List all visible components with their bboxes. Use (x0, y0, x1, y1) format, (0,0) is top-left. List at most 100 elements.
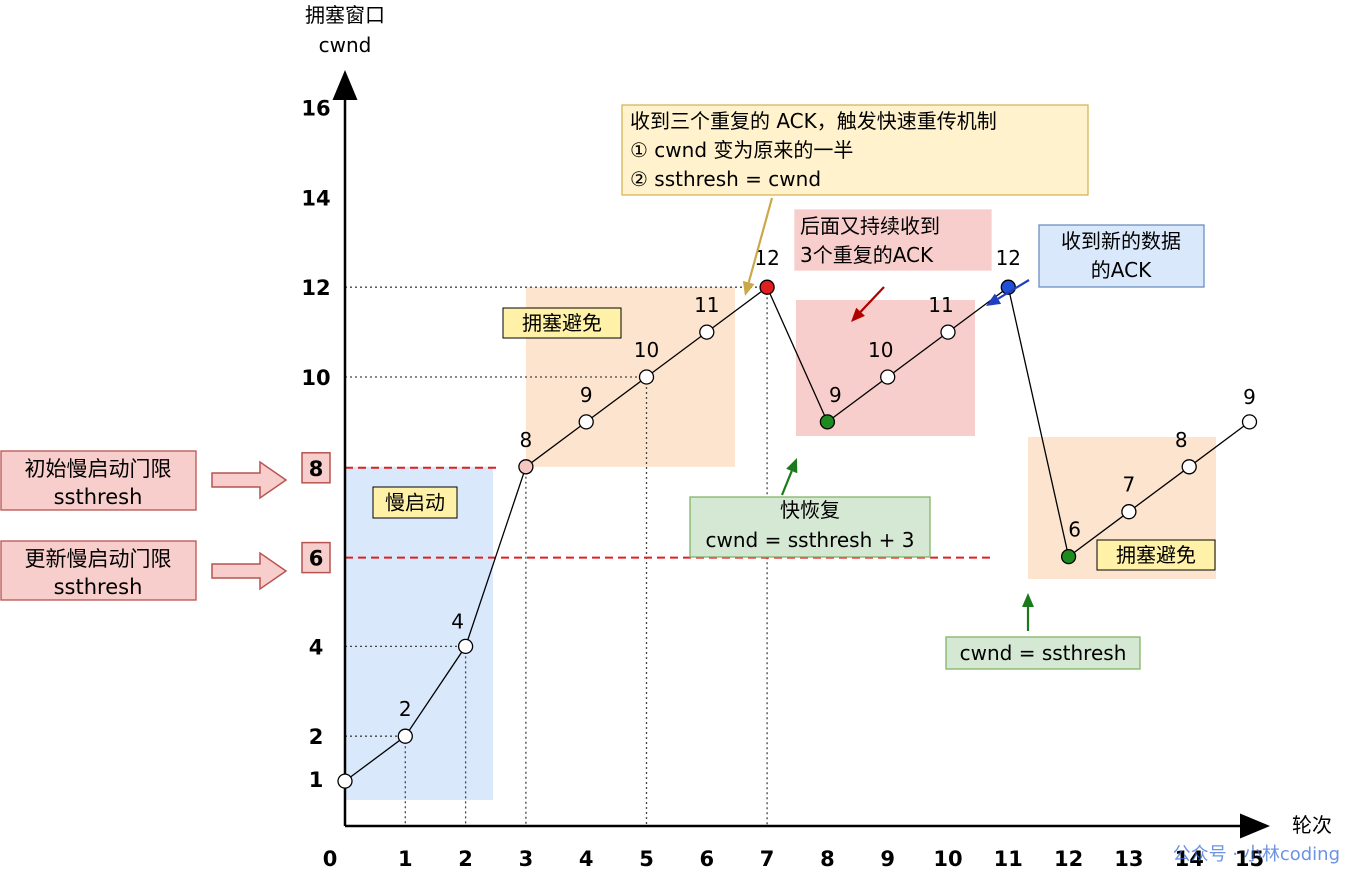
side-label-text-1-0: 更新慢启动门限 (25, 547, 172, 571)
side-label-0: 初始慢启动门限 ssthresh (0, 450, 288, 511)
annotation-text-0-1: ① cwnd 变为原来的一半 (630, 138, 853, 162)
x-tick-label-11: 11 (994, 847, 1023, 871)
annotation-arrow-head-3 (786, 458, 798, 474)
data-point-6 (699, 324, 715, 340)
y-axis-title-line2: cwnd (319, 33, 372, 57)
x-tick-label-13: 13 (1114, 847, 1143, 871)
side-labels-layer: 初始慢启动门限 ssthresh 更新慢启动门限 ssthresh (0, 450, 288, 601)
point-label-3: 8 (520, 428, 533, 452)
data-point-3 (518, 459, 534, 475)
region-label-3: 拥塞避免 (1116, 543, 1196, 567)
point-label-1: 2 (399, 697, 412, 721)
annotation-text-2-1: 的ACK (1091, 258, 1152, 282)
data-point-2 (457, 638, 474, 655)
data-point-12 (1060, 548, 1077, 565)
data-point-14 (1181, 459, 1197, 475)
x-tick-label-3: 3 (519, 847, 534, 871)
annotation-arrow-line-3 (780, 470, 793, 496)
x-tick-label-1: 1 (398, 847, 413, 871)
annotation-box-0 (621, 104, 1089, 196)
data-point-15 (1241, 414, 1258, 430)
point-label-10: 11 (928, 293, 953, 317)
annotation-box-1 (794, 209, 992, 271)
data-point-0 (337, 773, 353, 789)
point-label-13: 7 (1123, 473, 1136, 497)
data-point-8 (819, 414, 836, 430)
data-point-10 (940, 324, 956, 340)
x-tick-label-14: 14 (1175, 847, 1204, 871)
region-label-1: 拥塞避免 (522, 311, 602, 335)
point-label-8: 9 (829, 383, 842, 407)
x-tick-label-8: 8 (820, 847, 835, 871)
annotation-arrow-head-2 (986, 293, 1002, 306)
y-tick-box-4 (301, 452, 331, 484)
annotation-arrow-head-1 (851, 307, 865, 322)
region-label-box-3 (1096, 539, 1216, 571)
annotation-arrow-line-0 (747, 197, 774, 283)
data-point-4 (578, 414, 594, 430)
y-axis-title-line1: 拥塞窗口 (305, 3, 385, 27)
x-tick-label-0: 0 (323, 847, 338, 871)
point-label-12: 6 (1068, 518, 1081, 542)
point-label-4: 9 (580, 383, 593, 407)
x-axis-title: 轮次 (1292, 813, 1332, 837)
annotation-box-4 (945, 636, 1141, 670)
y-tick-label-6: 12 (301, 276, 330, 300)
x-tick-label-10: 10 (933, 847, 962, 871)
data-point-7 (759, 279, 775, 295)
annotation-arrow-head-4 (1022, 593, 1034, 607)
data-point-1 (397, 728, 413, 744)
region-label-0: 慢启动 (385, 491, 445, 515)
data-point-13 (1121, 504, 1137, 520)
region-label-box-0 (372, 486, 458, 519)
data-point-9 (880, 369, 896, 385)
annotation-text-0-2: ② ssthresh = cwnd (630, 167, 821, 191)
annotation-box-3 (689, 496, 931, 558)
data-point-5 (638, 369, 655, 385)
y-tick-label-8: 16 (301, 97, 330, 121)
region-2 (796, 300, 975, 436)
annotation-text-0-0: 收到三个重复的 ACK，触发快速重传机制 (630, 109, 997, 133)
point-label-2: 4 (451, 609, 464, 633)
y-tick-label-4: 8 (309, 457, 324, 481)
side-label-box-0 (0, 450, 197, 511)
annotation-text-1-1: 3个重复的ACK (800, 243, 934, 267)
side-label-text-1-1: ssthresh (54, 575, 143, 599)
y-tick-label-5: 10 (301, 366, 330, 390)
y-tick-label-3: 6 (309, 547, 324, 571)
point-label-15: 9 (1243, 385, 1256, 409)
annotation-box-2 (1038, 224, 1205, 288)
region-label-box-1 (502, 307, 622, 339)
x-tick-label-2: 2 (458, 847, 473, 871)
side-label-box-1 (0, 540, 197, 601)
region-0 (345, 466, 493, 800)
x-tick-label-7: 7 (760, 847, 775, 871)
annotation-arrow-head-0 (742, 280, 755, 296)
annotation-text-3-1: cwnd = ssthresh + 3 (706, 528, 915, 552)
x-tick-label-6: 6 (699, 847, 714, 871)
annotation-text-4-0: cwnd = ssthresh (960, 641, 1127, 665)
x-tick-label-12: 12 (1054, 847, 1083, 871)
y-tick-label-2: 4 (309, 635, 324, 659)
side-block-arrow-0 (211, 460, 288, 500)
y-tick-label-7: 14 (301, 186, 330, 210)
y-tick-label-0: 1 (309, 768, 324, 792)
watermark: 公众号 · 小林coding (1173, 844, 1340, 865)
point-label-5: 10 (634, 338, 659, 362)
side-label-1: 更新慢启动门限 ssthresh (0, 540, 288, 601)
x-tick-label-4: 4 (579, 847, 594, 871)
side-label-text-0-0: 初始慢启动门限 (25, 457, 172, 481)
annotation-1: 后面又持续收到 3个重复的ACK (794, 209, 992, 322)
annotation-0: 收到三个重复的 ACK，触发快速重传机制 ① cwnd 变为原来的一半 ② ssth… (621, 104, 1089, 296)
y-tick-box-3 (301, 541, 331, 574)
x-tick-label-15: 15 (1235, 847, 1264, 871)
annotation-text-1-0: 后面又持续收到 (800, 214, 940, 238)
annotation-4: cwnd = ssthresh (945, 593, 1141, 670)
point-label-11: 12 (996, 246, 1021, 270)
point-label-14: 8 (1175, 428, 1188, 452)
side-block-arrow-1 (211, 551, 288, 591)
side-label-text-0-1: ssthresh (54, 485, 143, 509)
